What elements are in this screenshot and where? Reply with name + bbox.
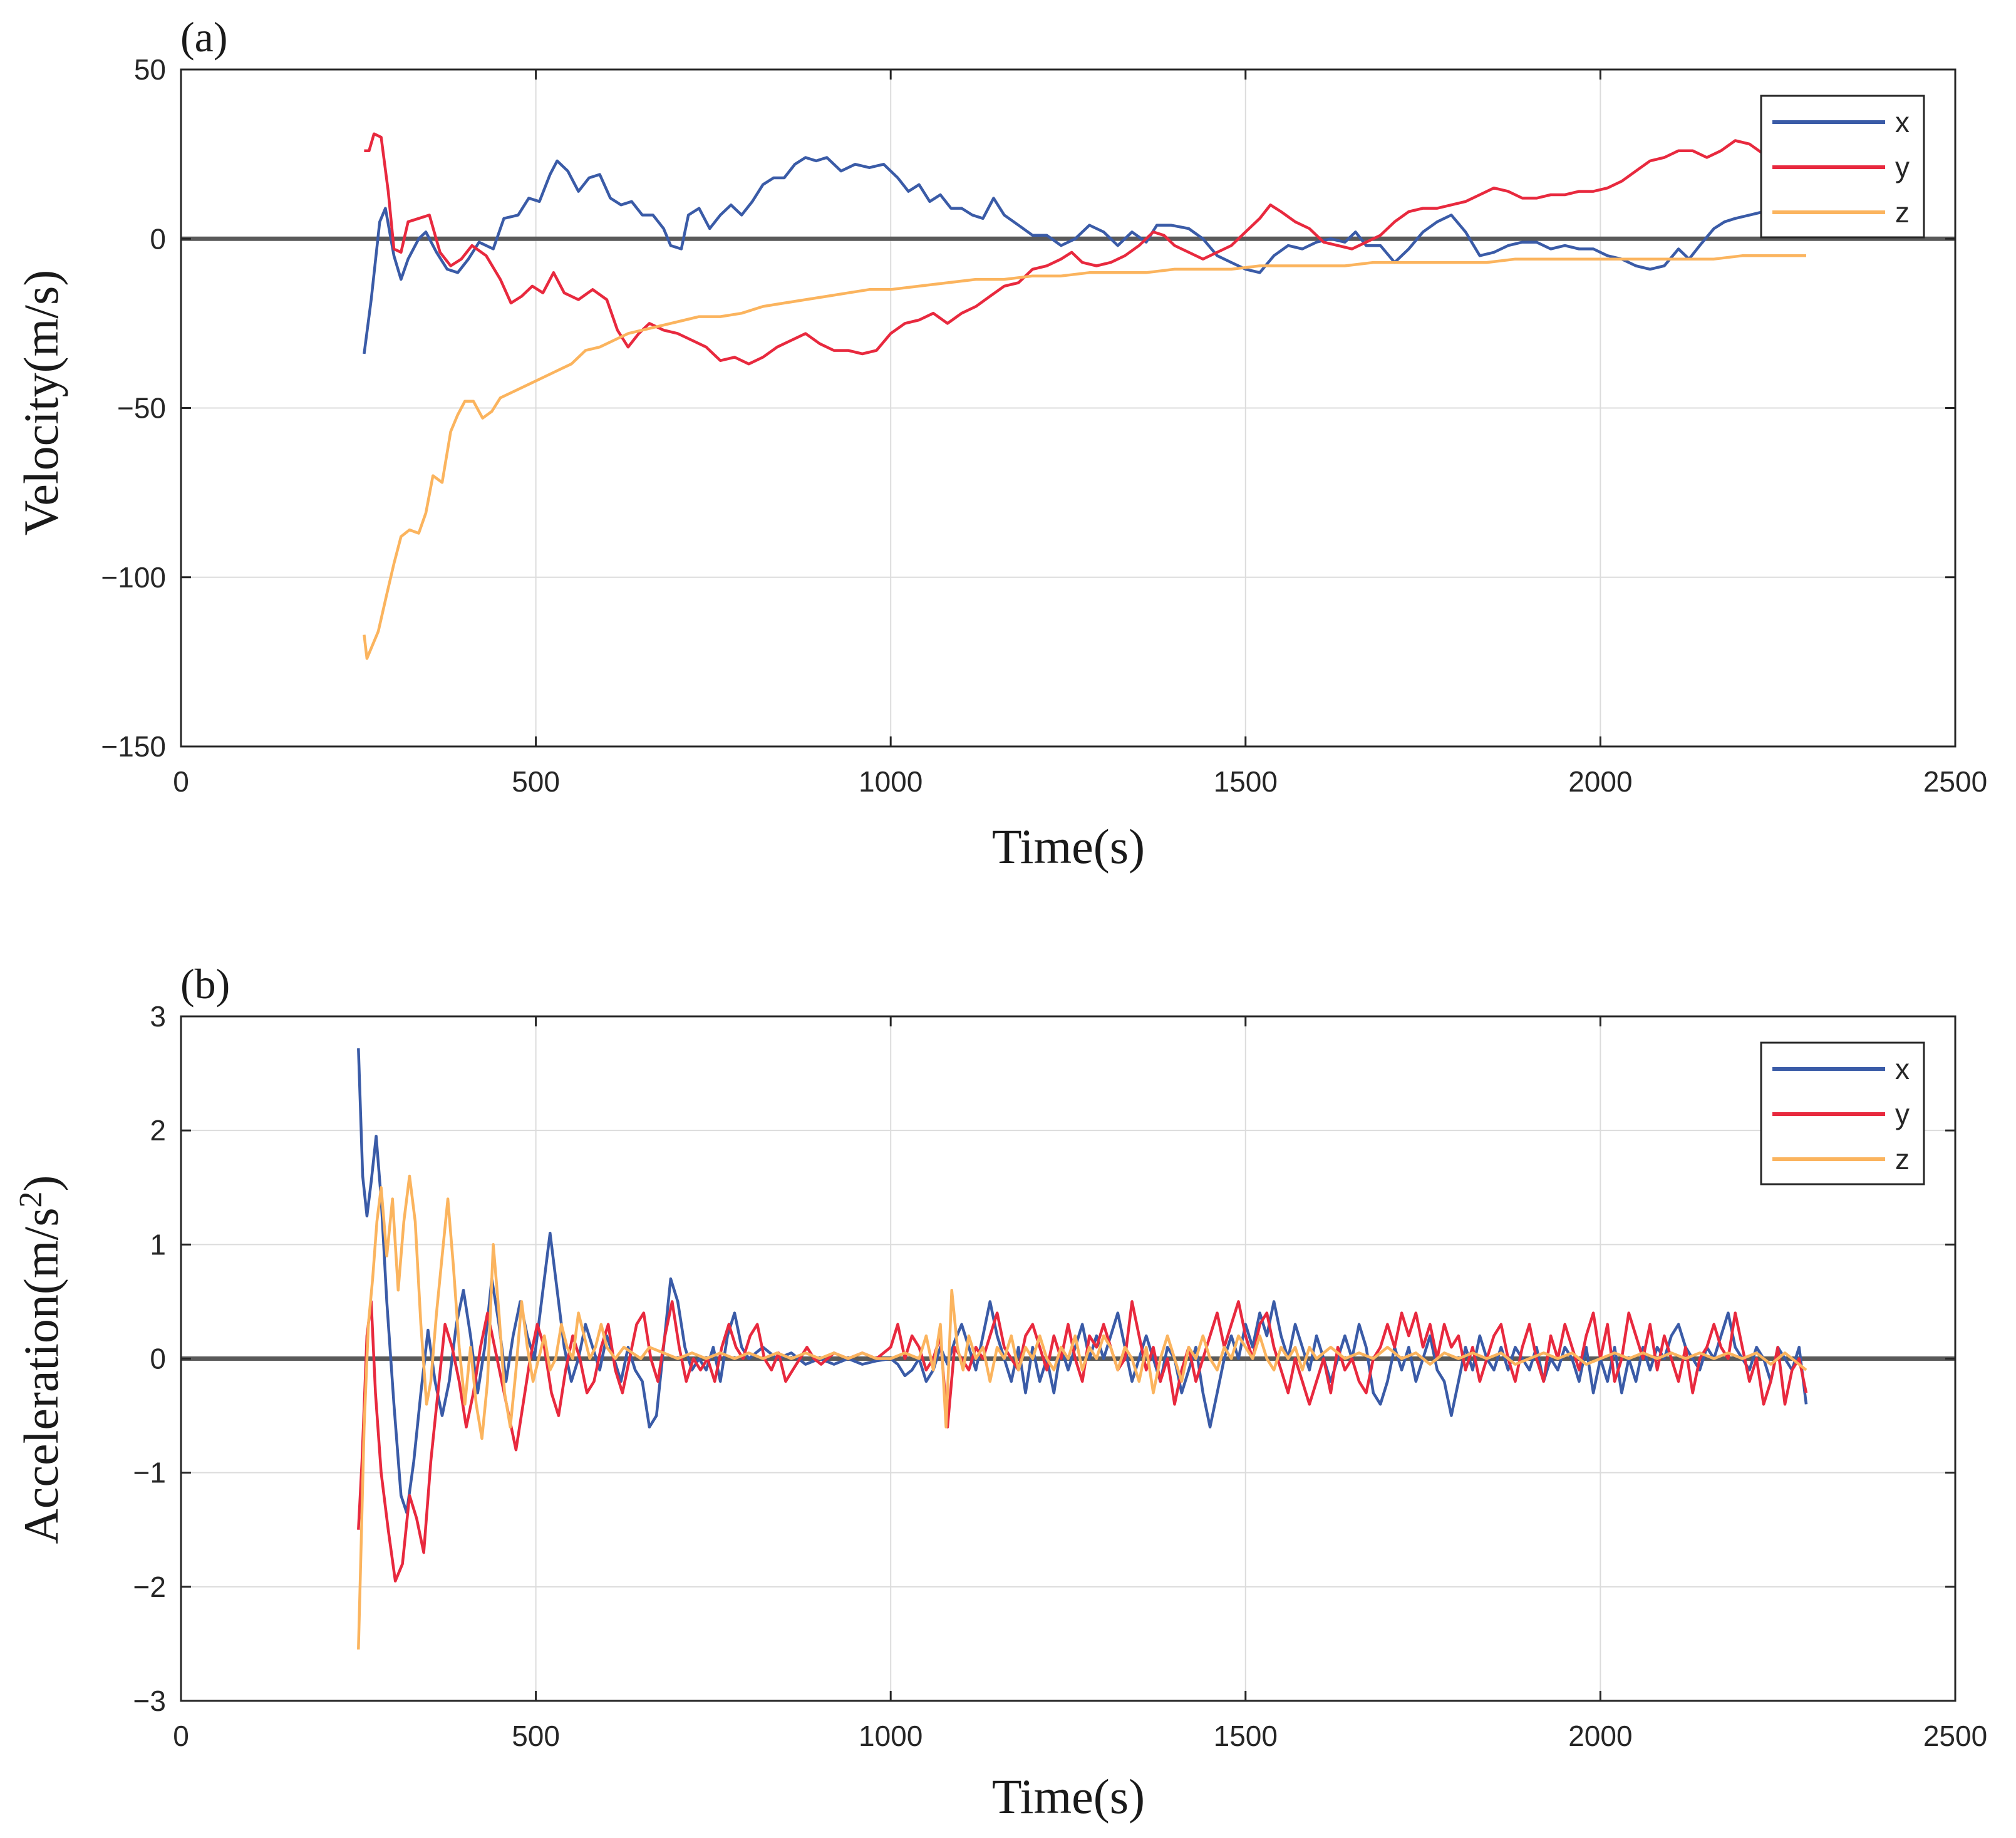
acceleration-legend: xyz <box>1760 1041 1925 1185</box>
acceleration-y-axis-label: Acceleration(m/s2) <box>13 1175 68 1544</box>
acceleration-series-y <box>357 1300 1808 1582</box>
acceleration-x-tick-label: 1000 <box>859 1720 923 1752</box>
acceleration-panel: 0 500 1000 1500 2000 2500 −3 −2 −1 0 1 2 3 xyz <box>133 1000 1988 1752</box>
velocity-y-tick-label: −150 <box>101 730 166 763</box>
acceleration-legend-label-x: x <box>1895 1053 1910 1085</box>
acceleration-legend-label-z: z <box>1895 1143 1910 1175</box>
acceleration-legend-label-y: y <box>1895 1098 1910 1130</box>
acceleration-y-axis-label-tail: ) <box>14 1175 68 1191</box>
velocity-y-tick-label: −100 <box>101 561 166 594</box>
acceleration-y-axis-label-main: Acceleration(m/s <box>14 1207 68 1544</box>
velocity-y-tick-label: 0 <box>150 222 166 255</box>
velocity-x-axis-label: Time(s) <box>992 819 1145 874</box>
acceleration-y-tick-label: −1 <box>133 1457 166 1489</box>
acceleration-x-tick-label: 500 <box>512 1720 560 1752</box>
velocity-series-z <box>363 254 1806 660</box>
velocity-series-x <box>363 156 1778 354</box>
velocity-x-tick-label: 500 <box>512 765 560 798</box>
acceleration-x-axis-label: Time(s) <box>992 1769 1145 1824</box>
velocity-panel: 0 500 1000 1500 2000 2500 −150 −100 −50 0 50 xyz <box>101 53 1987 798</box>
velocity-x-tick-label: 2000 <box>1568 765 1632 798</box>
acceleration-series-x <box>357 1048 1808 1514</box>
acceleration-x-tick-label: 2000 <box>1568 1720 1632 1752</box>
acceleration-x-tick-label: 1500 <box>1214 1720 1278 1752</box>
acceleration-x-tick-label: 2500 <box>1923 1720 1987 1752</box>
velocity-x-tick-label: 1500 <box>1214 765 1278 798</box>
panel-label-b: (b) <box>180 960 230 1008</box>
velocity-y-axis-label: Velocity(m/s) <box>14 270 68 536</box>
panel-label-a: (a) <box>180 13 227 61</box>
acceleration-series-z <box>357 1174 1807 1650</box>
acceleration-y-tick-label: 2 <box>150 1114 166 1147</box>
acceleration-y-tick-label: 1 <box>150 1228 166 1261</box>
acceleration-x-tick-label: 0 <box>173 1720 189 1752</box>
acceleration-y-tick-label: −2 <box>133 1571 166 1603</box>
velocity-y-tick-label: 50 <box>134 53 166 86</box>
acceleration-y-tick-label: −3 <box>133 1685 166 1717</box>
velocity-x-tick-label: 0 <box>173 765 189 798</box>
velocity-legend-label-z: z <box>1895 196 1910 229</box>
velocity-legend-label-y: y <box>1895 151 1910 183</box>
velocity-legend-label-x: x <box>1895 106 1910 138</box>
acceleration-y-axis-label-superscript: 2 <box>13 1191 49 1207</box>
acceleration-y-tick-label: 3 <box>150 1000 166 1033</box>
velocity-legend: xyz <box>1760 95 1925 239</box>
velocity-y-tick-label: −50 <box>117 392 166 425</box>
acceleration-y-tick-label: 0 <box>150 1343 166 1375</box>
velocity-x-tick-label: 1000 <box>859 765 923 798</box>
velocity-x-tick-label: 2500 <box>1923 765 1987 798</box>
